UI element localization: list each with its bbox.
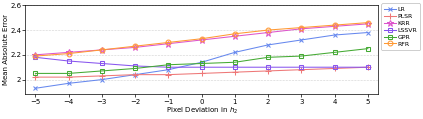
KRR [199, 39, 204, 41]
GPR [99, 70, 104, 72]
GPR [66, 73, 71, 74]
Line: PLSR: PLSR [32, 64, 371, 80]
LR [266, 44, 271, 46]
KRR [365, 23, 371, 25]
KRR [66, 52, 71, 53]
LR [33, 88, 38, 89]
LSSVR [33, 57, 38, 58]
Line: RFR: RFR [33, 20, 370, 59]
RFR [199, 38, 204, 39]
KRR [166, 43, 171, 44]
Line: LR: LR [33, 30, 370, 91]
KRR [133, 47, 138, 48]
RFR [66, 53, 71, 54]
GPR [266, 57, 271, 58]
GPR [365, 48, 371, 49]
GPR [332, 52, 337, 53]
PLSR [33, 76, 38, 78]
Legend: LR, PLSR, KRR, LSSVR, GPR, RFR: LR, PLSR, KRR, LSSVR, GPR, RFR [382, 3, 420, 50]
LSSVR [66, 60, 71, 62]
LR [133, 74, 138, 75]
RFR [332, 24, 337, 26]
LSSVR [99, 63, 104, 64]
GPR [166, 64, 171, 65]
LR [99, 79, 104, 80]
KRR [99, 49, 104, 51]
RFR [266, 29, 271, 31]
PLSR [166, 74, 171, 75]
Line: KRR: KRR [32, 21, 371, 58]
KRR [232, 36, 237, 37]
GPR [199, 63, 204, 64]
PLSR [266, 70, 271, 72]
PLSR [332, 68, 337, 69]
RFR [133, 45, 138, 47]
LR [232, 52, 237, 53]
PLSR [66, 76, 71, 78]
RFR [166, 42, 171, 43]
LSSVR [232, 67, 237, 68]
Y-axis label: Mean Absolute Error: Mean Absolute Error [3, 14, 9, 85]
LSSVR [133, 65, 138, 67]
LSSVR [266, 67, 271, 68]
RFR [33, 55, 38, 57]
PLSR [365, 67, 371, 68]
LSSVR [166, 67, 171, 68]
LR [332, 34, 337, 36]
PLSR [232, 71, 237, 73]
LSSVR [332, 67, 337, 68]
LR [365, 32, 371, 33]
PLSR [299, 69, 304, 70]
RFR [99, 49, 104, 51]
Line: LSSVR: LSSVR [34, 56, 370, 69]
RFR [232, 33, 237, 35]
PLSR [199, 73, 204, 74]
Line: GPR: GPR [33, 47, 370, 75]
LSSVR [299, 67, 304, 68]
RFR [299, 27, 304, 28]
LR [299, 39, 304, 41]
GPR [33, 73, 38, 74]
KRR [332, 26, 337, 27]
LR [66, 83, 71, 84]
GPR [133, 68, 138, 69]
RFR [365, 22, 371, 23]
KRR [299, 28, 304, 30]
KRR [266, 32, 271, 33]
LSSVR [365, 67, 371, 68]
PLSR [133, 74, 138, 75]
LSSVR [199, 67, 204, 68]
LR [166, 69, 171, 70]
X-axis label: Pixel Deviation in $h_2$: Pixel Deviation in $h_2$ [165, 106, 238, 116]
GPR [299, 55, 304, 57]
PLSR [99, 75, 104, 77]
LR [199, 62, 204, 63]
GPR [232, 62, 237, 63]
KRR [33, 54, 38, 56]
